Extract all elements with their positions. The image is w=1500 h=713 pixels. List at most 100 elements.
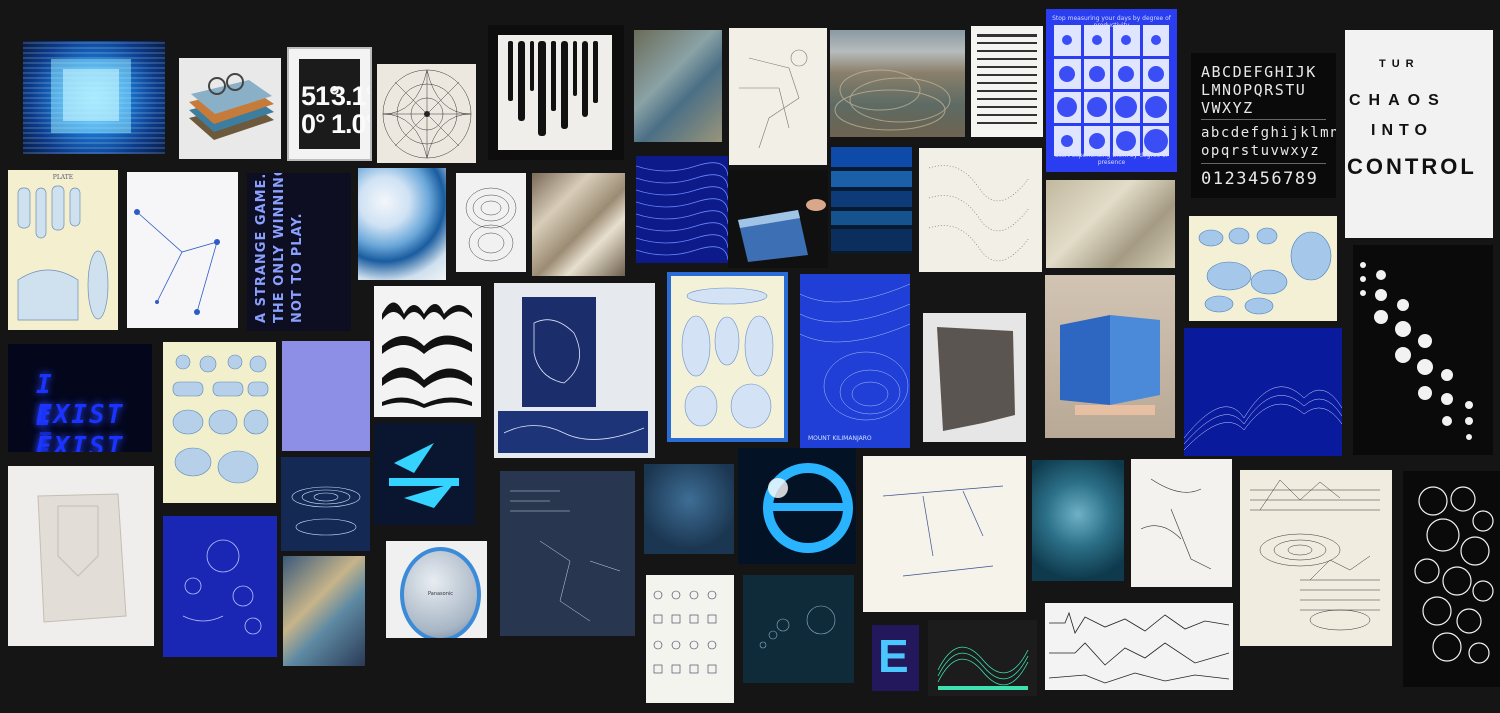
- contour-graph-sheet[interactable]: [1240, 470, 1392, 646]
- blue-glitch-image[interactable]: [23, 41, 165, 154]
- alphabet-upper-2: LMNOPQRSTU: [1201, 81, 1307, 99]
- specimen-shapes: [17, 185, 109, 321]
- wave-traces: [1048, 611, 1230, 684]
- dot-columns: [1360, 262, 1473, 440]
- letter-e-tile[interactable]: E: [872, 625, 919, 691]
- radial-line-drawing[interactable]: [377, 64, 476, 163]
- i-exist-poster[interactable]: I EXIST I EXIST I EXIST: [8, 344, 152, 452]
- poster-top-caption: Stop measuring your days by degree of pr…: [1052, 15, 1171, 29]
- fish-swarm-photo[interactable]: [1032, 460, 1124, 581]
- kilimanjaro-topo-poster[interactable]: MOUNT KILIMANJARO: [800, 274, 910, 448]
- contour-graph: [1250, 479, 1380, 631]
- drip-shapes: [508, 41, 598, 136]
- word-control: CONTROL: [1347, 154, 1477, 179]
- blue-wave-lines[interactable]: [636, 156, 728, 263]
- map-panel-2: [498, 411, 648, 453]
- exist-line-1: I EXIST: [36, 370, 125, 430]
- tide-pool-photo[interactable]: [634, 30, 722, 142]
- cyanotype-map-poster[interactable]: [494, 283, 655, 458]
- topographic-sketch[interactable]: [456, 173, 526, 272]
- calligraphy-poster[interactable]: [374, 286, 481, 417]
- blue-night-map[interactable]: [644, 464, 734, 554]
- bubble-orbit-dark[interactable]: [743, 575, 854, 683]
- blue-mountain-lines[interactable]: [1184, 328, 1342, 456]
- fishing-net-texture[interactable]: [283, 556, 365, 666]
- crt-wireframe-screen[interactable]: [928, 620, 1037, 696]
- net-shape: [937, 327, 1015, 431]
- number-top-right: 3.1°: [331, 81, 372, 111]
- notebook-sketch[interactable]: [1131, 459, 1232, 587]
- sketch-curves: [1140, 478, 1212, 570]
- net-coils: [834, 69, 951, 131]
- radial-star-icon: [382, 69, 472, 159]
- wave-pattern: [636, 162, 728, 261]
- orbit-rings: [291, 486, 361, 536]
- cd-player-photo[interactable]: Panasonic: [386, 541, 487, 638]
- alchemy-symbols-sheet[interactable]: [646, 575, 734, 703]
- black-drips-poster[interactable]: [488, 25, 624, 160]
- plate-diatoms-poster[interactable]: [667, 272, 788, 442]
- blue-swirl-image[interactable]: [358, 168, 446, 280]
- dotted-pattern-paper[interactable]: [919, 148, 1042, 272]
- poster-paper: [498, 35, 612, 150]
- plate-specimens-2[interactable]: [163, 342, 276, 503]
- cell-shapes: [1198, 227, 1332, 315]
- poster-bottom-caption: Start experiencing them by degree of pre…: [1055, 152, 1168, 166]
- handwritten-map-note[interactable]: [863, 456, 1026, 612]
- underwater-strips[interactable]: [831, 147, 912, 253]
- strange-game-poster[interactable]: A STRANGE GAME. THE ONLY WINNING MOVE IS…: [247, 173, 351, 331]
- paper-relief-photo[interactable]: [8, 466, 154, 646]
- fabric-texture-photo[interactable]: [532, 173, 625, 276]
- symbols-chart-poster[interactable]: [971, 26, 1043, 137]
- degree-numbers-poster[interactable]: 51° 3.1° 0° 1.0°: [287, 47, 372, 161]
- word-into: INTO: [1371, 122, 1433, 139]
- seismograph-paper[interactable]: [1045, 603, 1233, 690]
- productivity-poster[interactable]: Stop measuring your days by degree of pr…: [1046, 9, 1177, 172]
- strip-4: [831, 211, 912, 225]
- dotted-shapes: [928, 165, 1030, 262]
- exist-line-2: I EXIST: [36, 402, 125, 452]
- strip-1: [831, 147, 912, 167]
- strip-5: [831, 229, 912, 251]
- symbol-rows: [653, 590, 717, 674]
- book-hand-photo[interactable]: [728, 170, 828, 268]
- alphabet-upper-3: VWXYZ: [1201, 99, 1254, 117]
- bubble-cell-poster[interactable]: [1403, 471, 1500, 687]
- disc-player: Panasonic: [400, 547, 481, 638]
- blue-cells-drawing[interactable]: [163, 516, 277, 657]
- plate-specimen-poster[interactable]: PLATE: [8, 170, 118, 330]
- sketch-diagram-paper[interactable]: [729, 28, 827, 165]
- kilimanjaro-caption: MOUNT KILIMANJARO: [808, 435, 872, 442]
- lichen-map-photo[interactable]: [1046, 180, 1175, 268]
- symbol-grid: [977, 34, 1037, 124]
- bubble-circles: [759, 605, 836, 649]
- lavender-texture[interactable]: [282, 341, 370, 451]
- chaos-into-control-poster[interactable]: TUR CHAOS INTO CONTROL: [1345, 30, 1493, 238]
- alphabet-lower-2: opqrstuvwxyz: [1201, 143, 1321, 159]
- binder-stack-icon: [189, 73, 274, 140]
- fishing-nets-photo[interactable]: [830, 30, 965, 137]
- coastline-lines: [503, 319, 645, 440]
- word-chaos: CHAOS: [1349, 92, 1447, 109]
- alphabet-poster[interactable]: ABCDEFGHIJK LMNOPQRSTU VWXYZ abcdefghijk…: [1191, 53, 1336, 198]
- neon-shapes: [389, 443, 459, 508]
- net-shape-print[interactable]: [923, 313, 1026, 442]
- ie-logo-glow[interactable]: [738, 448, 856, 564]
- strip-3: [831, 191, 912, 207]
- circle-grid: [1054, 25, 1169, 156]
- book-icon: [738, 199, 826, 262]
- star-map-sketch[interactable]: [500, 471, 635, 636]
- constellation-lines: [134, 209, 220, 315]
- constellation-sketch[interactable]: [127, 172, 238, 328]
- blue-book-photo[interactable]: [1045, 275, 1175, 438]
- neon-glitch-image[interactable]: [374, 423, 475, 525]
- number-top-left: 51°: [301, 81, 340, 111]
- binder-photo[interactable]: [179, 58, 281, 159]
- topo-contours: [800, 283, 910, 421]
- dot-matrix-poster[interactable]: [1353, 245, 1493, 455]
- number-bottom-left: 0°: [301, 109, 326, 139]
- number-bottom-right: 1.0°: [331, 109, 372, 139]
- cyanotype-cells-poster[interactable]: [1189, 216, 1337, 321]
- cell-outlines: [1414, 486, 1494, 664]
- orbit-diagram-poster[interactable]: [281, 457, 370, 551]
